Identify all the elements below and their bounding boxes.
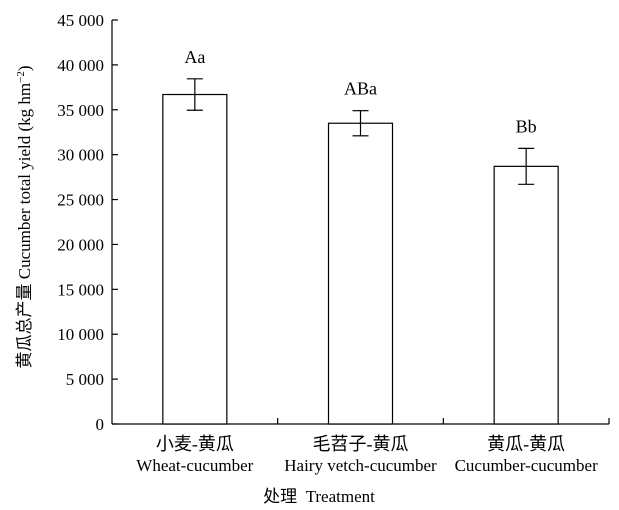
y-tick-label: 25 000 bbox=[57, 191, 104, 210]
x-tick-label-zh: 毛苕子-黄瓜 bbox=[313, 434, 409, 454]
y-tick-label: 45 000 bbox=[57, 11, 104, 30]
x-tick-label-en: Wheat-cucumber bbox=[136, 456, 253, 475]
error-bar bbox=[186, 78, 203, 111]
significance-label: Bb bbox=[516, 116, 537, 136]
y-axis-label-close: ) bbox=[15, 65, 34, 71]
x-tick-label-en: Cucumber-cucumber bbox=[455, 456, 598, 475]
y-tick-label: 5 000 bbox=[66, 370, 104, 389]
y-axis-label-sup: −2 bbox=[15, 71, 27, 83]
x-axis: 小麦-黄瓜 Wheat-cucumber 毛苕子-黄瓜 Hairy vetch-cuc… bbox=[112, 418, 610, 475]
y-axis-label: 黄瓜总产量 Cucumber total yield (kg hm−2) bbox=[15, 65, 34, 368]
x-axis-label: 处理 Treatment bbox=[263, 487, 375, 506]
bars: Aa ABa Bb bbox=[162, 47, 559, 425]
bar bbox=[493, 165, 559, 425]
bar bbox=[327, 122, 394, 425]
significance-label: ABa bbox=[344, 79, 377, 99]
significance-label: Aa bbox=[184, 47, 205, 67]
error-bar bbox=[352, 110, 369, 137]
x-tick-label-zh: 小麦-黄瓜 bbox=[156, 434, 234, 454]
x-tick-label-en: Hairy vetch-cucumber bbox=[284, 456, 437, 475]
bar bbox=[162, 93, 228, 425]
y-tick-label: 30 000 bbox=[57, 146, 104, 165]
y-axis: 0 5 000 10 000 15 000 20 000 25 000 30 000 35 0… bbox=[57, 11, 118, 434]
y-tick-label: 35 000 bbox=[57, 101, 104, 120]
error-bar bbox=[518, 147, 535, 185]
y-tick-label: 40 000 bbox=[57, 56, 104, 75]
y-tick-label: 0 bbox=[96, 415, 105, 434]
y-tick-label: 10 000 bbox=[57, 325, 104, 344]
y-tick-label: 20 000 bbox=[57, 235, 104, 254]
y-tick-label: 15 000 bbox=[57, 280, 104, 299]
y-axis-label-main: 黄瓜总产量 Cucumber total yield (kg hm bbox=[15, 83, 34, 369]
x-tick-label-zh: 黄瓜-黄瓜 bbox=[487, 434, 565, 454]
